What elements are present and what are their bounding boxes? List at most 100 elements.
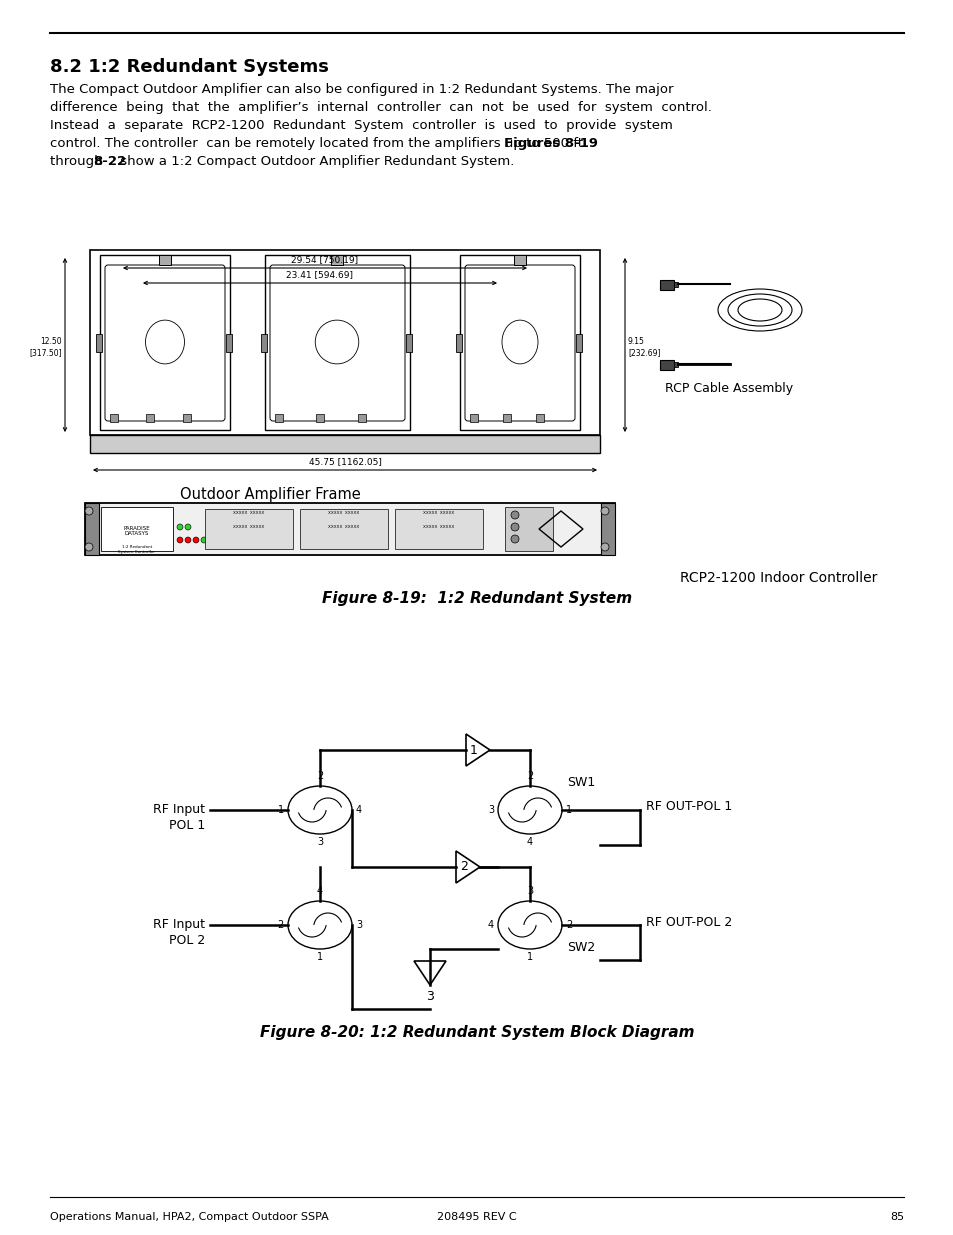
Bar — [459, 254, 579, 430]
Text: 1: 1 — [470, 743, 477, 757]
Bar — [226, 333, 232, 352]
Circle shape — [85, 508, 92, 515]
Bar — [514, 254, 525, 266]
Text: The Compact Outdoor Amplifier can also be configured in 1:2 Redundant Systems. T: The Compact Outdoor Amplifier can also b… — [50, 83, 673, 96]
Text: 3: 3 — [426, 990, 434, 1004]
Circle shape — [201, 537, 207, 543]
Bar — [395, 509, 482, 550]
Text: 3: 3 — [355, 920, 362, 930]
Text: difference  being  that  the  amplifier’s  internal  controller  can  not  be  u: difference being that the amplifier’s in… — [50, 101, 711, 114]
Bar — [673, 362, 678, 367]
Bar — [146, 414, 153, 422]
Text: 4: 4 — [355, 805, 362, 815]
Text: control. The controller  can be remotely located from the amplifiers up to 500 f: control. The controller can be remotely … — [50, 137, 595, 149]
Bar — [90, 249, 599, 435]
Text: 2: 2 — [459, 861, 468, 873]
Bar — [331, 254, 343, 266]
Circle shape — [85, 543, 92, 551]
Text: 8.2 1:2 Redundant Systems: 8.2 1:2 Redundant Systems — [50, 58, 329, 77]
Bar — [659, 280, 673, 290]
Text: SW1: SW1 — [566, 776, 595, 789]
Circle shape — [185, 524, 191, 530]
Text: XXXXX  XXXXX: XXXXX XXXXX — [328, 525, 359, 529]
Text: 1:2 Redundant
System Controller: 1:2 Redundant System Controller — [118, 545, 155, 553]
Text: XXXXX  XXXXX: XXXXX XXXXX — [328, 511, 359, 515]
Text: 85: 85 — [889, 1212, 903, 1221]
Text: 208495 REV C: 208495 REV C — [436, 1212, 517, 1221]
Bar — [470, 414, 477, 422]
Bar — [183, 414, 191, 422]
Bar — [261, 333, 267, 352]
Text: RF OUT-POL 1: RF OUT-POL 1 — [645, 800, 732, 814]
Bar — [315, 414, 324, 422]
Text: through: through — [50, 156, 107, 168]
Text: 9.15
[232.69]: 9.15 [232.69] — [627, 337, 659, 357]
Circle shape — [600, 543, 608, 551]
Bar — [406, 333, 412, 352]
Circle shape — [177, 537, 183, 543]
Text: POL 1: POL 1 — [169, 819, 205, 832]
Text: Figure 8-19:  1:2 Redundant System: Figure 8-19: 1:2 Redundant System — [321, 592, 632, 606]
Text: RF OUT-POL 2: RF OUT-POL 2 — [645, 915, 732, 929]
Text: XXXXX  XXXXX: XXXXX XXXXX — [233, 511, 264, 515]
Text: Instead  a  separate  RCP2-1200  Redundant  System  controller  is  used  to  pr: Instead a separate RCP2-1200 Redundant S… — [50, 119, 672, 132]
Circle shape — [177, 524, 183, 530]
Text: XXXXX  XXXXX: XXXXX XXXXX — [423, 511, 455, 515]
Text: 29.54 [750.19]: 29.54 [750.19] — [291, 254, 358, 264]
Circle shape — [600, 508, 608, 515]
Circle shape — [185, 537, 191, 543]
Text: 12.50
[317.50]: 12.50 [317.50] — [30, 337, 62, 357]
Bar — [101, 508, 172, 551]
Text: PARADISE
DATASYS: PARADISE DATASYS — [124, 526, 151, 536]
Circle shape — [511, 535, 518, 543]
Text: 4: 4 — [487, 920, 494, 930]
Bar — [600, 503, 615, 555]
Text: SW2: SW2 — [566, 941, 595, 953]
Text: 1: 1 — [565, 805, 572, 815]
Bar — [159, 254, 171, 266]
Bar — [536, 414, 543, 422]
Circle shape — [511, 522, 518, 531]
Bar — [100, 254, 230, 430]
Bar — [96, 333, 102, 352]
Bar — [659, 359, 673, 370]
Text: 1: 1 — [526, 952, 533, 962]
Text: RF Input: RF Input — [152, 803, 205, 816]
Bar — [673, 282, 678, 287]
Bar — [265, 254, 410, 430]
Text: 45.75 [1162.05]: 45.75 [1162.05] — [308, 457, 381, 466]
Text: 2: 2 — [526, 771, 533, 781]
Text: 3: 3 — [526, 885, 533, 897]
Text: Outdoor Amplifier Frame: Outdoor Amplifier Frame — [180, 487, 360, 501]
Circle shape — [193, 537, 199, 543]
Text: 23.41 [594.69]: 23.41 [594.69] — [286, 270, 354, 279]
Text: 1: 1 — [277, 805, 284, 815]
Circle shape — [511, 511, 518, 519]
Bar — [205, 509, 293, 550]
Text: Figure 8-20: 1:2 Redundant System Block Diagram: Figure 8-20: 1:2 Redundant System Block … — [259, 1025, 694, 1040]
Bar — [110, 414, 118, 422]
Text: 3: 3 — [316, 837, 323, 847]
Text: 4: 4 — [316, 885, 323, 897]
Text: show a 1:2 Compact Outdoor Amplifier Redundant System.: show a 1:2 Compact Outdoor Amplifier Red… — [116, 156, 515, 168]
Text: RCP2-1200 Indoor Controller: RCP2-1200 Indoor Controller — [679, 571, 877, 585]
Text: 3: 3 — [487, 805, 494, 815]
Bar — [299, 509, 388, 550]
Bar — [274, 414, 283, 422]
Text: Figures 8-19: Figures 8-19 — [503, 137, 597, 149]
Bar — [90, 435, 599, 453]
Text: XXXXX  XXXXX: XXXXX XXXXX — [423, 525, 455, 529]
Text: RF Input: RF Input — [152, 918, 205, 931]
Bar — [504, 508, 553, 551]
Bar — [85, 503, 615, 555]
Text: 2: 2 — [565, 920, 572, 930]
Bar — [576, 333, 581, 352]
Text: 2: 2 — [277, 920, 284, 930]
Text: Operations Manual, HPA2, Compact Outdoor SSPA: Operations Manual, HPA2, Compact Outdoor… — [50, 1212, 329, 1221]
Text: XXXXX  XXXXX: XXXXX XXXXX — [233, 525, 264, 529]
Text: 2: 2 — [316, 771, 323, 781]
Text: RCP Cable Assembly: RCP Cable Assembly — [664, 382, 792, 395]
Bar — [357, 414, 366, 422]
Text: 1: 1 — [316, 952, 323, 962]
Text: 4: 4 — [526, 837, 533, 847]
